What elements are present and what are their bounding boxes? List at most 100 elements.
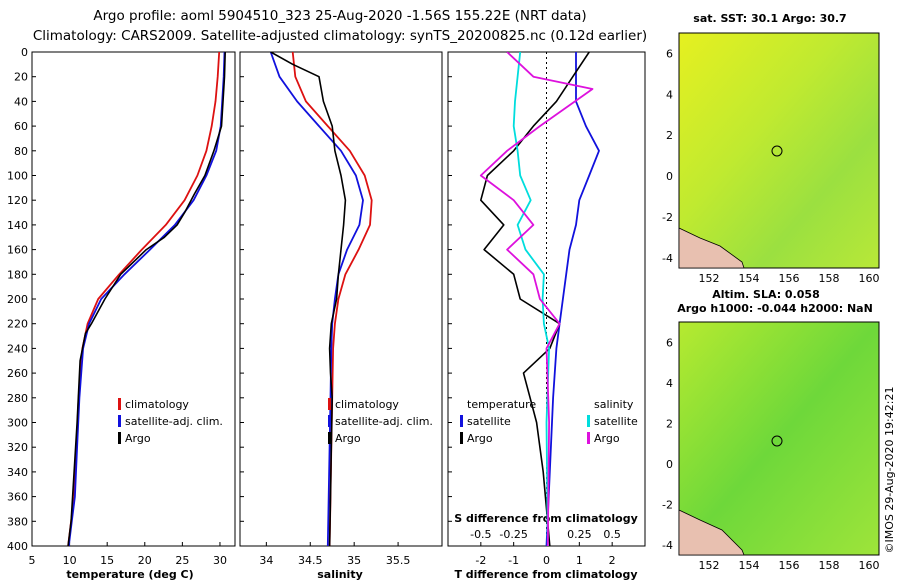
x-tick-label: 0 bbox=[543, 554, 550, 567]
depth-tick-label: 20 bbox=[14, 71, 28, 84]
argo-location-marker bbox=[771, 435, 783, 447]
imos-credit: ©IMOS 29-Aug-2020 19:42:21 bbox=[883, 387, 896, 554]
legend-t-argo: Argo bbox=[467, 432, 493, 445]
x-tick-label: 1 bbox=[576, 554, 583, 567]
series-line-satellite-adj-clim- bbox=[269, 52, 364, 546]
x-tick-label: 10 bbox=[63, 554, 77, 567]
difference-legend: temperature satellite Argo salinity sate… bbox=[460, 398, 638, 445]
depth-tick-label: 100 bbox=[7, 170, 28, 183]
x-tick-label: -2 bbox=[475, 554, 486, 567]
temperature-xlabel: temperature (deg C) bbox=[66, 568, 193, 580]
salinity-series bbox=[269, 52, 373, 546]
legend-swatch-climatology bbox=[328, 398, 331, 410]
map-lon-tick-label: 152 bbox=[699, 559, 720, 572]
series-line-satellite-adj-clim- bbox=[67, 52, 226, 546]
depth-tick-label: 120 bbox=[7, 194, 28, 207]
temperature-legend: climatology satellite-adj. clim. Argo bbox=[118, 398, 223, 445]
depth-tick-label: 60 bbox=[14, 120, 28, 133]
map-lon-tick-label: 154 bbox=[739, 272, 760, 285]
legend-swatch-argo bbox=[328, 432, 331, 444]
map-lon-tick-label: 154 bbox=[739, 559, 760, 572]
legend-climatology: climatology bbox=[335, 398, 399, 411]
series-line-t-argo bbox=[479, 52, 590, 546]
sla-map-field bbox=[678, 321, 880, 556]
s-difference-axis: -0.5 -0.25 0.25 0.5 bbox=[470, 528, 621, 541]
map-lon-tick-label: 156 bbox=[779, 272, 800, 285]
depth-tick-label: 340 bbox=[7, 466, 28, 479]
difference-series bbox=[479, 52, 600, 546]
temperature-plot-frame bbox=[31, 51, 236, 547]
depth-tick-label: 380 bbox=[7, 515, 28, 528]
depth-axis: 0 20 40 60 80 100 120 140 160 180 200 220 240 260 280 3… bbox=[7, 46, 452, 553]
legend-s-argo: Argo bbox=[594, 432, 620, 445]
x-tick-label: 2 bbox=[609, 554, 616, 567]
depth-tick-label: 220 bbox=[7, 318, 28, 331]
depth-tick-label: 300 bbox=[7, 417, 28, 430]
legend-swatch-s-satellite bbox=[587, 415, 590, 427]
sst-map-field bbox=[678, 32, 880, 269]
sla-map bbox=[678, 321, 880, 556]
depth-tick-label: 260 bbox=[7, 367, 28, 380]
map-lat-tick-label: 4 bbox=[666, 377, 673, 390]
title-line-1: Argo profile: aoml 5904510_323 25-Aug-20… bbox=[93, 8, 586, 24]
depth-tick-label: 0 bbox=[21, 46, 28, 59]
map-lat-tick-label: 6 bbox=[666, 47, 673, 60]
legend-climatology: climatology bbox=[125, 398, 189, 411]
map-lat-tick-label: 2 bbox=[666, 417, 673, 430]
map-lat-tick-label: -4 bbox=[662, 539, 673, 552]
s-difference-tick-label: 0.5 bbox=[603, 528, 621, 541]
map-lon-tick-label: 152 bbox=[699, 272, 720, 285]
map-lon-tick-label: 160 bbox=[859, 559, 880, 572]
salinity-xlabel: salinity bbox=[317, 568, 363, 580]
difference-xlabel: T difference from climatology bbox=[454, 568, 637, 580]
legend-swatch-satellite bbox=[118, 415, 121, 427]
depth-tick-label: 360 bbox=[7, 491, 28, 504]
salinity-x-axis: 34 34.5 35 35.5 bbox=[259, 542, 410, 567]
map-lat-tick-label: 6 bbox=[666, 336, 673, 349]
series-line-argo bbox=[67, 52, 226, 546]
s-difference-tick-label: 0.25 bbox=[567, 528, 592, 541]
salinity-legend: climatology satellite-adj. clim. Argo bbox=[328, 398, 433, 445]
legend-satellite: satellite-adj. clim. bbox=[125, 415, 223, 428]
map-lat-tick-label: 0 bbox=[666, 458, 673, 471]
series-line-s-satellite bbox=[512, 52, 550, 546]
depth-tick-label: 200 bbox=[7, 293, 28, 306]
map-lon-tick-label: 160 bbox=[859, 272, 880, 285]
land-mass bbox=[678, 227, 745, 269]
s-difference-tick-label: -0.5 bbox=[470, 528, 491, 541]
h-title: Argo h1000: -0.044 h2000: NaN bbox=[677, 302, 873, 315]
x-tick-label: 35 bbox=[347, 554, 361, 567]
series-line-t-satellite bbox=[545, 52, 600, 546]
depth-tick-label: 320 bbox=[7, 441, 28, 454]
legend-argo: Argo bbox=[335, 432, 361, 445]
legend-temperature-heading: temperature bbox=[467, 398, 536, 411]
map-lat-tick-label: 4 bbox=[666, 88, 673, 101]
map-lat-tick-label: 2 bbox=[666, 129, 673, 142]
x-tick-label: 20 bbox=[138, 554, 152, 567]
map-lon-tick-label: 158 bbox=[819, 272, 840, 285]
sla-map-axes: 6 4 2 0 -2 -4 152 154 156 158 160 bbox=[662, 336, 879, 572]
land-mass bbox=[678, 509, 745, 556]
sla-title: Altim. SLA: 0.058 bbox=[712, 288, 819, 301]
map-lon-tick-label: 158 bbox=[819, 559, 840, 572]
series-line-argo bbox=[270, 52, 347, 546]
temperature-x-axis: 5 10 15 20 25 30 bbox=[29, 542, 227, 567]
depth-tick-label: 240 bbox=[7, 342, 28, 355]
legend-swatch-t-argo bbox=[460, 432, 463, 444]
depth-tick-label: 160 bbox=[7, 244, 28, 257]
legend-salinity-heading: salinity bbox=[594, 398, 634, 411]
legend-swatch-argo bbox=[118, 432, 121, 444]
depth-tick-label: 80 bbox=[14, 145, 28, 158]
map-lat-tick-label: -2 bbox=[662, 211, 673, 224]
x-tick-label: 35.5 bbox=[386, 554, 411, 567]
x-tick-label: 34.5 bbox=[298, 554, 323, 567]
legend-s-satellite: satellite bbox=[594, 415, 638, 428]
s-difference-tick-label: -0.25 bbox=[499, 528, 527, 541]
series-line-s-argo bbox=[479, 52, 594, 546]
map-lat-tick-label: -4 bbox=[662, 252, 673, 265]
x-tick-label: 34 bbox=[259, 554, 273, 567]
legend-satellite: satellite-adj. clim. bbox=[335, 415, 433, 428]
legend-swatch-s-argo bbox=[587, 432, 590, 444]
x-tick-label: 15 bbox=[100, 554, 114, 567]
